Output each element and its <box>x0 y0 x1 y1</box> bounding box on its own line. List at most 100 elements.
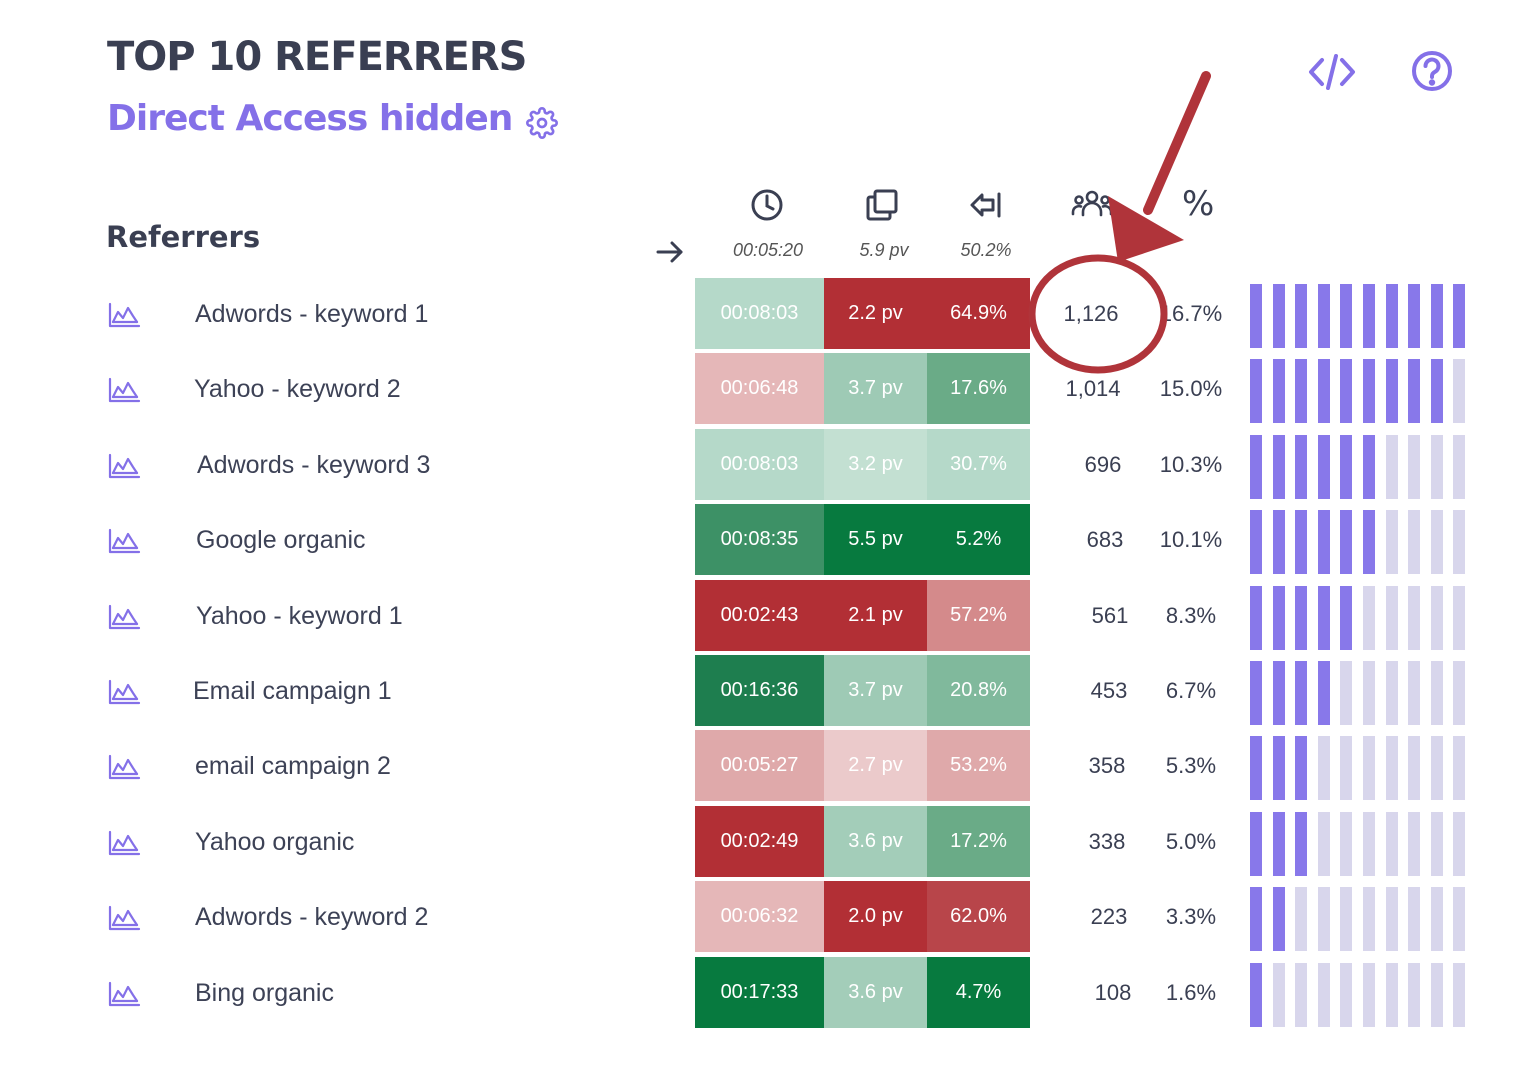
share-segment <box>1430 736 1443 800</box>
share-segment <box>1408 510 1421 574</box>
share-segment <box>1363 435 1375 499</box>
trend-chart-icon[interactable] <box>107 981 141 1007</box>
arrow-right-icon[interactable] <box>654 236 686 268</box>
pageviews-cell: 3.7 pv <box>824 655 927 726</box>
referrer-name[interactable]: Yahoo - keyword 2 <box>194 375 401 403</box>
share-segment <box>1295 284 1308 348</box>
bounce-cell: 62.0% <box>927 881 1030 952</box>
share-bar <box>1250 359 1466 423</box>
bounce-cell: 20.8% <box>927 655 1030 726</box>
trend-chart-icon[interactable] <box>107 453 141 479</box>
referrer-name[interactable]: Yahoo - keyword 1 <box>196 602 403 630</box>
share-segment <box>1385 963 1398 1027</box>
trend-chart-icon[interactable] <box>107 830 141 856</box>
share-segment <box>1430 284 1443 348</box>
share-segment <box>1340 963 1353 1027</box>
pageviews-cell: 3.6 pv <box>824 806 927 877</box>
visits-cell: 223 <box>1090 904 1128 929</box>
share-segment <box>1408 586 1421 650</box>
share-segment <box>1295 812 1308 876</box>
share-segment <box>1317 510 1330 574</box>
referrer-name[interactable]: email campaign 2 <box>195 752 391 780</box>
trend-chart-icon[interactable] <box>107 679 141 705</box>
table-row: Email campaign 1 00:16:36 3.7 pv 20.8% 453 6.… <box>0 655 1523 726</box>
share-segment <box>1272 359 1285 423</box>
percent-cell: 5.3% <box>1165 753 1217 778</box>
share-segment <box>1317 963 1330 1027</box>
referrer-name[interactable]: Adwords - keyword 2 <box>195 903 429 931</box>
help-icon[interactable] <box>1406 45 1458 97</box>
share-segment <box>1408 435 1421 499</box>
bounce-cell: 64.9% <box>927 278 1030 349</box>
referrer-name[interactable]: Adwords - keyword 3 <box>197 451 431 479</box>
percent-cell: 1.6% <box>1165 980 1217 1005</box>
time-cell: 00:02:49 <box>695 806 824 877</box>
time-cell: 00:17:33 <box>695 957 824 1028</box>
share-segment <box>1317 435 1330 499</box>
share-segment <box>1250 510 1262 574</box>
share-bar <box>1250 435 1466 499</box>
referrer-name[interactable]: Google organic <box>196 526 366 554</box>
table-row: Adwords - keyword 1 00:08:03 2.2 pv 64.9% 1,… <box>0 278 1523 349</box>
share-segment <box>1295 887 1308 951</box>
share-segment <box>1250 887 1262 951</box>
share-bar <box>1250 284 1466 348</box>
trend-chart-icon[interactable] <box>107 302 141 328</box>
table-row: Adwords - keyword 3 00:08:03 3.2 pv 30.7% 69… <box>0 429 1523 500</box>
share-segment <box>1295 736 1308 800</box>
referrer-name[interactable]: Email campaign 1 <box>193 677 392 705</box>
time-cell: 00:08:03 <box>695 429 824 500</box>
time-cell: 00:06:48 <box>695 353 824 424</box>
visits-cell: 338 <box>1088 829 1126 854</box>
share-segment <box>1385 586 1398 650</box>
share-segment <box>1272 736 1285 800</box>
share-segment <box>1363 963 1375 1027</box>
percent-icon: % <box>1182 184 1215 224</box>
share-segment <box>1408 284 1421 348</box>
time-cell: 00:16:36 <box>695 655 824 726</box>
percent-cell: 3.3% <box>1165 904 1217 929</box>
share-segment <box>1385 510 1398 574</box>
share-bar <box>1250 812 1466 876</box>
share-segment <box>1430 359 1443 423</box>
share-segment <box>1453 963 1466 1027</box>
table-row: Yahoo - keyword 2 00:06:48 3.7 pv 17.6% 1,01… <box>0 353 1523 424</box>
share-segment <box>1317 736 1330 800</box>
trend-chart-icon[interactable] <box>107 528 141 554</box>
visits-cell: 108 <box>1094 980 1132 1005</box>
share-segment <box>1363 284 1375 348</box>
share-segment <box>1408 359 1421 423</box>
trend-chart-icon[interactable] <box>107 377 141 403</box>
trend-chart-icon[interactable] <box>107 905 141 931</box>
trend-chart-icon[interactable] <box>107 754 141 780</box>
referrer-name[interactable]: Bing organic <box>195 979 334 1007</box>
share-bar <box>1250 510 1466 574</box>
time-cell: 00:06:32 <box>695 881 824 952</box>
annotation-arrowhead <box>1108 196 1184 262</box>
share-segment <box>1385 736 1398 800</box>
trend-chart-icon[interactable] <box>107 604 141 630</box>
share-segment <box>1272 510 1285 574</box>
bounce-cell: 5.2% <box>927 504 1030 575</box>
share-segment <box>1295 661 1308 725</box>
pageviews-cell: 2.7 pv <box>824 730 927 801</box>
bounce-cell: 17.6% <box>927 353 1030 424</box>
share-segment <box>1340 661 1353 725</box>
share-segment <box>1430 812 1443 876</box>
share-segment <box>1340 812 1353 876</box>
share-segment <box>1453 359 1466 423</box>
share-segment <box>1408 736 1421 800</box>
bounce-cell: 4.7% <box>927 957 1030 1028</box>
visits-cell: 358 <box>1088 753 1126 778</box>
percent-cell: 6.7% <box>1165 678 1217 703</box>
gear-icon[interactable] <box>526 107 558 139</box>
page-title: TOP 10 REFERRERS <box>107 34 527 80</box>
referrer-name[interactable]: Adwords - keyword 1 <box>195 300 429 328</box>
share-segment <box>1453 661 1466 725</box>
share-segment <box>1272 963 1285 1027</box>
share-segment <box>1408 661 1421 725</box>
code-icon[interactable] <box>1306 46 1358 98</box>
share-segment <box>1317 586 1330 650</box>
pageviews-cell: 2.1 pv <box>824 580 927 651</box>
referrer-name[interactable]: Yahoo organic <box>195 828 355 856</box>
